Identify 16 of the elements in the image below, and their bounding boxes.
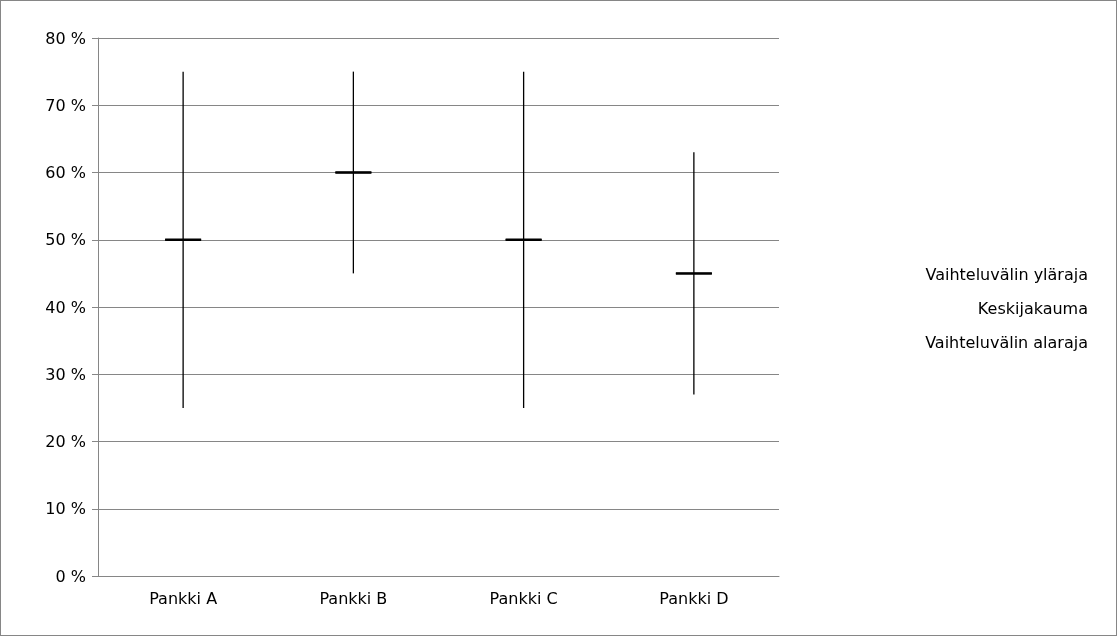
y-tick-label: 60 % (45, 163, 86, 182)
y-tick-label: 80 % (45, 28, 86, 48)
x-tick-label: Pankki C (489, 588, 558, 608)
y-tick-label: 10 % (45, 499, 86, 519)
x-tick-label: Pankki B (319, 588, 388, 608)
y-tick-label: 70 % (45, 95, 86, 115)
text: Keskijakauma (977, 298, 1088, 318)
x-tick-label: Pankki D (659, 588, 729, 608)
text: Vaihteluvälin alaraja (925, 332, 1088, 352)
y-tick-label: 30 % (45, 364, 86, 384)
x-tick-label: Pankki A (149, 588, 218, 608)
y-tick-label: 40 % (45, 297, 86, 317)
text: Vaihteluvälin yläraja (925, 264, 1089, 284)
y-tick-label: 0 % (55, 566, 86, 586)
y-tick-label: 20 % (45, 432, 86, 451)
y-tick-label: 50 % (45, 230, 86, 250)
